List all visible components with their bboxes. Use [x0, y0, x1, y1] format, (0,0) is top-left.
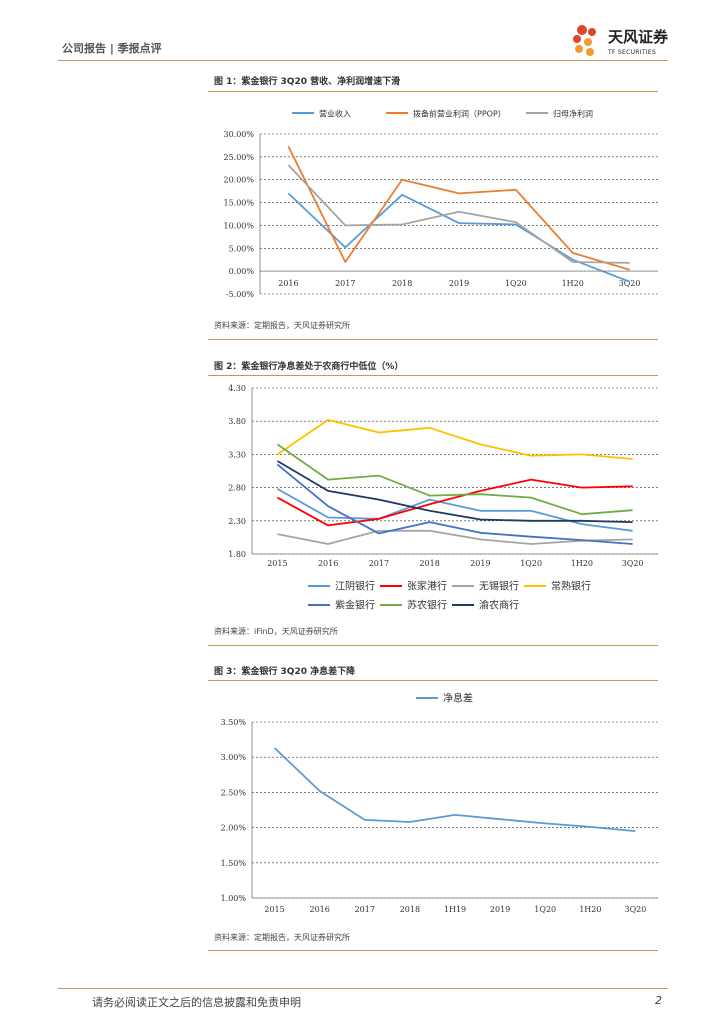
chart-2: 4.30 3.80 3.30 2.80 2.30 1.80 2015 2016 2017 2018…: [228, 384, 658, 612]
brand-name-en: TF SECURITIES: [608, 49, 657, 56]
series-line-2-4: [276, 463, 633, 545]
y-tick-label: 20.00%: [223, 176, 254, 185]
legend-label: 渝农商行: [479, 599, 519, 612]
y-tick-label: 4.30: [228, 384, 246, 393]
series-line-3-0: [273, 747, 636, 832]
footer-disclaimer: 请务必阅读正文之后的信息披露和免责申明: [92, 996, 301, 1009]
y-tick-label: 1.80: [228, 550, 246, 559]
legend-label: 苏农银行: [407, 599, 447, 612]
figure-2-bottom-divider: [208, 645, 658, 646]
page-number: 2: [655, 994, 662, 1007]
figure-1-divider: [208, 91, 658, 92]
report-section-label: 公司报告 | 季报点评: [62, 42, 162, 55]
y-tick-label: 1.50%: [221, 859, 247, 868]
legend-label: 张家港行: [407, 580, 447, 593]
x-tick-label: 2019: [449, 279, 469, 288]
y-tick-label: -5.00%: [226, 290, 255, 299]
x-tick-label: 3Q20: [619, 279, 641, 288]
legend-label: 拨备前营业利润（PPOP）: [413, 109, 506, 119]
y-tick-label: 0.00%: [229, 267, 255, 276]
figure-2-source: 资料来源：iFinD，天风证券研究所: [214, 627, 338, 636]
x-tick-label: 2018: [400, 905, 420, 914]
y-tick-label: 5.00%: [229, 244, 255, 253]
chart-3: 3.50% 3.00% 2.50% 2.00% 1.50% 1.00% 2015 2016 20…: [221, 692, 658, 914]
y-tick-label: 2.50%: [221, 788, 247, 797]
y-tick-label: 3.50%: [221, 718, 247, 727]
x-tick-label: 2016: [309, 905, 329, 914]
legend-label: 净息差: [443, 692, 473, 705]
x-tick-label: 2018: [419, 559, 439, 568]
legend-label: 常熟银行: [551, 580, 591, 593]
x-tick-label: 2019: [490, 905, 510, 914]
series-line-2-0: [276, 488, 633, 532]
y-tick-label: 2.80: [228, 484, 246, 493]
figure-1-bottom-divider: [208, 339, 658, 340]
x-tick-label: 1H20: [562, 279, 584, 288]
series-line-2-6: [276, 460, 633, 523]
x-tick-label: 2019: [470, 559, 490, 568]
x-tick-label: 2018: [392, 279, 412, 288]
chart-1: 30.00% 25.00% 20.00% 15.00% 10.00% 5.00% 0.00%…: [223, 109, 658, 299]
x-tick-label: 2017: [355, 905, 375, 914]
y-tick-label: 1.00%: [221, 894, 247, 903]
brand-name: 天风证券: [608, 28, 669, 46]
figure-3-source: 资料来源：定期报告，天风证券研究所: [214, 933, 350, 942]
series-line-2-1: [276, 478, 633, 527]
x-tick-label: 1Q20: [534, 905, 556, 914]
figure-3-title: 图 3：紫金银行 3Q20 净息差下降: [214, 667, 356, 677]
header-divider: [58, 60, 668, 61]
footer-divider: [58, 988, 668, 989]
series-line-1-2: [287, 164, 630, 264]
x-tick-label: 1Q20: [520, 559, 542, 568]
x-tick-label: 3Q20: [625, 905, 647, 914]
y-tick-label: 25.00%: [223, 153, 254, 162]
x-tick-label: 2017: [335, 279, 355, 288]
legend-label: 无锡银行: [479, 580, 519, 593]
y-tick-label: 2.30: [228, 517, 246, 526]
figure-1-title: 图 1：紫金银行 3Q20 营收、净利润增速下滑: [214, 77, 401, 87]
x-tick-label: 2016: [318, 559, 338, 568]
x-tick-label: 2016: [278, 279, 298, 288]
y-tick-label: 10.00%: [223, 221, 254, 230]
x-tick-label: 3Q20: [622, 559, 644, 568]
figure-3-divider: [208, 680, 658, 681]
figure-1-source: 资料来源：定期报告，天风证券研究所: [214, 321, 350, 330]
flower-logo-icon: [573, 25, 596, 56]
figure-3-bottom-divider: [208, 950, 658, 951]
y-tick-label: 3.30: [228, 450, 246, 459]
y-tick-label: 3.00%: [221, 753, 247, 762]
series-line-2-3: [276, 419, 633, 460]
y-tick-label: 30.00%: [223, 130, 254, 139]
y-tick-label: 15.00%: [223, 199, 254, 208]
x-tick-label: 1H20: [571, 559, 593, 568]
x-tick-label: 1H19: [444, 905, 466, 914]
legend-label: 紫金银行: [335, 599, 375, 612]
legend-label: 营业收入: [319, 109, 351, 119]
series-line-1-0: [287, 192, 630, 283]
figure-2-title: 图 2：紫金银行净息差处于农商行中低位（%）: [214, 362, 404, 372]
y-tick-label: 3.80: [228, 417, 246, 426]
legend-label: 归母净利润: [553, 109, 593, 119]
figure-2-divider: [208, 375, 658, 376]
brand-logo: 天风证券 TF SECURITIES: [568, 22, 678, 62]
y-tick-label: 2.00%: [221, 824, 247, 833]
x-tick-label: 1Q20: [505, 279, 527, 288]
series-line-2-5: [276, 443, 633, 516]
x-tick-label: 2017: [369, 559, 389, 568]
series-line-2-2: [277, 529, 633, 545]
x-tick-label: 2015: [267, 559, 287, 568]
x-tick-label: 1H20: [579, 905, 601, 914]
series-line-1-1: [287, 145, 630, 271]
legend-label: 江阴银行: [335, 580, 375, 593]
x-tick-label: 2015: [264, 905, 284, 914]
